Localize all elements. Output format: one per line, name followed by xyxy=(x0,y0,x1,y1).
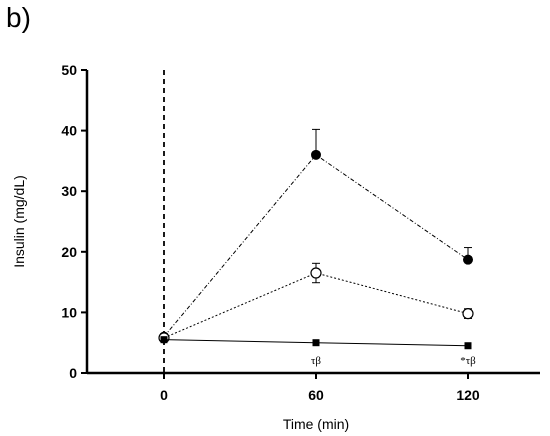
x-tick-label-0: 0 xyxy=(160,387,168,403)
x-tick-label-2: 120 xyxy=(456,387,480,403)
annotations-group: τβ *τβ xyxy=(311,355,476,367)
y-axis-title: Insulin (mg/dL) xyxy=(11,175,27,268)
y-tick-label-1: 10 xyxy=(61,304,77,320)
x-tick-label-1: 60 xyxy=(308,387,324,403)
panel-label: b) xyxy=(6,2,31,33)
series-0-point-2 xyxy=(463,254,473,265)
series-2 xyxy=(160,336,472,350)
y-tick-label-3: 30 xyxy=(61,183,77,199)
annotation-1: *τβ xyxy=(460,355,476,367)
x-axis-title: Time (min) xyxy=(283,416,349,432)
y-tick-label-2: 20 xyxy=(61,244,77,260)
series-0-point-1 xyxy=(311,149,321,160)
y-tick-label-4: 40 xyxy=(61,123,77,139)
series-1-point-2 xyxy=(462,308,474,320)
y-tick-label-0: 0 xyxy=(69,365,77,381)
series-2-point-2 xyxy=(464,342,472,350)
series-group xyxy=(158,128,474,350)
series-2-point-0 xyxy=(160,336,168,344)
series-0-line xyxy=(163,154,469,337)
series-1 xyxy=(158,262,474,344)
series-1-point-1 xyxy=(310,267,322,279)
y-tick-label-5: 50 xyxy=(61,62,77,78)
series-0 xyxy=(159,128,473,342)
annotation-0: τβ xyxy=(311,355,321,367)
axes: 0 10 20 30 40 50 0 60 120 xyxy=(61,62,540,403)
series-2-point-1 xyxy=(312,339,320,347)
